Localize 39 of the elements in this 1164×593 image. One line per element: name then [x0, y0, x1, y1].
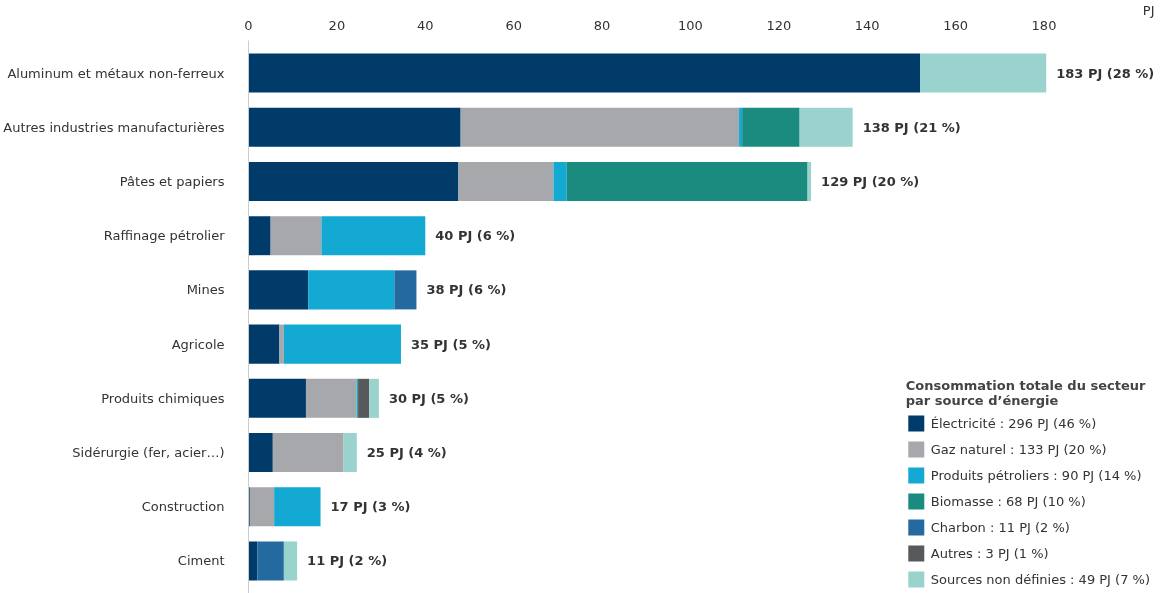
x-tick-label: 80 — [593, 17, 611, 33]
text: 138 PJ (21 %) — [862, 119, 961, 135]
y-tick-label: Ciment — [177, 553, 225, 569]
y-tick-label: Raffinage pétrolier — [103, 228, 226, 244]
x-tick-label: 120 — [766, 17, 792, 33]
y-tick-label: Mines — [186, 282, 225, 298]
x-axis-title: PJ — [1142, 2, 1155, 18]
y-tick-label: Construction — [141, 499, 225, 515]
y-tick-label: Aluminum et métaux non-ferreux — [7, 65, 225, 81]
y-tick-label: Agricole — [171, 336, 225, 352]
text: 183 PJ (28 %) — [1056, 65, 1155, 81]
x-tick-label: 100 — [678, 17, 703, 33]
y-tick-label: Produits chimiques — [101, 390, 225, 406]
legend-label: Produits pétroliers : 90 PJ (14 %) — [930, 467, 1142, 483]
y-tick-label: Pâtes et papiers — [119, 173, 225, 189]
x-tick-label: 180 — [1031, 17, 1057, 33]
text: 35 PJ (5 %) — [410, 336, 491, 352]
x-tick-label: 60 — [505, 17, 522, 33]
legend-label: Sources non définies : 49 PJ (7 %) — [930, 571, 1150, 587]
legend-label: Gaz naturel : 133 PJ (20 %) — [930, 441, 1107, 457]
legend-label: Autres : 3 PJ (1 %) — [930, 545, 1049, 561]
text: 30 PJ (5 %) — [388, 390, 469, 406]
y-tick-label: Sidérurgie (fer, acier…) — [72, 445, 225, 461]
text: 11 PJ (2 %) — [307, 553, 388, 569]
x-tick-label: 160 — [943, 17, 969, 33]
x-tick-label: 0 — [244, 17, 253, 33]
text: 25 PJ (4 %) — [366, 445, 447, 461]
text: 129 PJ (20 %) — [821, 173, 920, 189]
y-tick-label: Autres industries manufacturières — [3, 119, 225, 135]
x-tick-label: 140 — [854, 17, 880, 33]
x-tick-label: 40 — [417, 17, 434, 33]
legend-label: Électricité : 296 PJ (46 %) — [930, 415, 1097, 431]
text: 40 PJ (6 %) — [435, 228, 516, 244]
text: 38 PJ (6 %) — [426, 282, 507, 298]
legend-label: Biomasse : 68 PJ (10 %) — [930, 493, 1086, 509]
text: 17 PJ (3 %) — [330, 499, 411, 515]
legend-title: Consommation totale du secteur par source d’énergie — [905, 378, 1147, 408]
legend-label: Charbon : 11 PJ (2 %) — [930, 519, 1070, 535]
x-tick-label: 20 — [328, 17, 346, 33]
